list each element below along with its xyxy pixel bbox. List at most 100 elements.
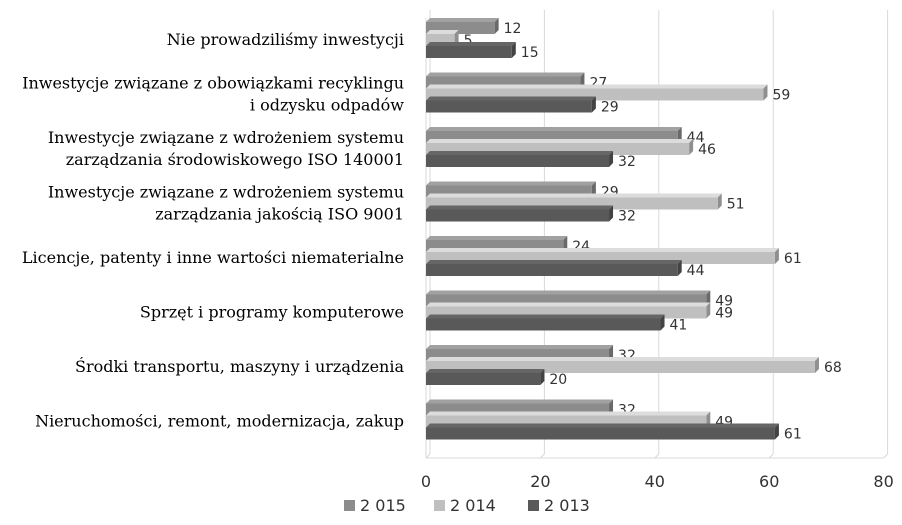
x-tick-label: 60: [759, 472, 779, 491]
data-label: 32: [618, 209, 636, 225]
bars: 1251527592944463229513224614449494132682…: [426, 18, 842, 443]
bar-side-face: [774, 423, 779, 440]
bar-side-face: [591, 96, 596, 113]
data-label: 46: [698, 142, 716, 158]
bar-top-face: [426, 18, 499, 22]
category-label-line: zarządzania jakością ISO 9001: [155, 205, 404, 224]
legend: 2 015 2 014 2 013: [344, 496, 590, 515]
x-tick-label: 40: [645, 472, 665, 491]
bar-top-face: [426, 302, 711, 307]
data-label: 12: [504, 21, 522, 37]
bar-side-face: [511, 42, 516, 58]
bar-top-face: [426, 139, 694, 143]
bar-top-face: [426, 345, 614, 349]
x-tick-label: 0: [421, 472, 431, 491]
category-label: Inwestycje związane z obowiązkami recykl…: [22, 74, 404, 115]
bar-side-face: [609, 205, 614, 222]
bar-top-face: [426, 127, 682, 131]
data-label: 32: [618, 154, 636, 170]
data-label: 5: [464, 33, 473, 49]
bar: [426, 260, 682, 276]
gridline-floor: [883, 453, 888, 459]
bar: [426, 151, 614, 167]
x-tick-label: 80: [873, 472, 893, 491]
bar-side-face: [814, 357, 819, 373]
bar-top-face: [426, 151, 614, 155]
bar-side-face: [609, 151, 614, 167]
data-label: 49: [715, 294, 733, 310]
bar: [426, 369, 545, 385]
legend-swatch: [528, 500, 539, 511]
bar-front-face: [426, 427, 775, 440]
bar-top-face: [426, 290, 711, 295]
bar-top-face: [426, 411, 711, 416]
category-label-line: Nieruchomości, remont, modernizacja, zak…: [35, 412, 404, 431]
gridline-floor: [540, 453, 545, 459]
bar-top-face: [426, 181, 596, 186]
bar-front-face: [426, 318, 661, 331]
data-label: 15: [521, 45, 539, 61]
category-label-line: Sprzęt i programy komputerowe: [140, 303, 404, 322]
bar-top-face: [426, 357, 819, 361]
data-label: 49: [715, 306, 733, 322]
category-label-line: i odzysku odpadów: [250, 96, 404, 115]
data-label: 61: [784, 427, 802, 443]
category-label: Inwestycje związane z wdrożeniem systemu…: [48, 128, 404, 169]
bar-side-face: [677, 260, 682, 276]
bar-top-face: [426, 260, 682, 264]
bar: [426, 42, 516, 58]
bar-front-face: [426, 209, 610, 222]
bar-side-face: [540, 369, 545, 385]
legend-label: 2 014: [450, 496, 496, 515]
data-label: 41: [670, 318, 688, 334]
data-label: 51: [727, 197, 745, 213]
bar-front-face: [426, 46, 512, 58]
data-label: 61: [784, 251, 802, 267]
category-label: Nieruchomości, remont, modernizacja, zak…: [35, 412, 404, 431]
category-label-line: Inwestycje związane z wdrożeniem systemu: [48, 128, 404, 147]
bar: [426, 423, 779, 440]
category-labels: Nie prowadziliśmy inwestycji Inwestycje z…: [22, 30, 405, 431]
bar-side-face: [494, 18, 499, 34]
legend-label: 2 015: [360, 496, 406, 515]
bar-top-face: [426, 205, 614, 210]
bar-top-face: [426, 423, 779, 428]
bar-side-face: [717, 193, 722, 210]
bar-side-face: [660, 314, 665, 331]
category-label-line: Środki transportu, maszyny i urządzenia: [75, 356, 404, 376]
bar-top-face: [426, 84, 768, 89]
legend-label: 2 013: [544, 496, 590, 515]
bar-top-face: [426, 96, 596, 101]
bar-top-face: [426, 72, 585, 77]
data-label: 68: [824, 360, 842, 376]
bar-front-face: [426, 155, 610, 167]
data-label: 29: [601, 100, 619, 116]
category-label: Środki transportu, maszyny i urządzenia: [75, 356, 404, 376]
legend-swatch: [344, 500, 355, 511]
bar-top-face: [426, 399, 614, 404]
x-axis-tick-labels: 0 20 40 60 80: [421, 472, 894, 491]
bar-top-face: [426, 248, 779, 252]
category-label-line: Inwestycje związane z obowiązkami recykl…: [22, 74, 404, 93]
bar-front-face: [426, 264, 678, 276]
x-tick-label: 20: [530, 472, 550, 491]
category-label-line: Inwestycje związane z wdrożeniem systemu: [48, 183, 404, 202]
gridline-floor: [425, 453, 431, 459]
bar-top-face: [426, 30, 459, 34]
category-label: Nie prowadziliśmy inwestycji: [167, 30, 404, 49]
data-label: 44: [687, 263, 705, 279]
bar-side-face: [689, 139, 694, 155]
category-label: Inwestycje związane z wdrożeniem systemu…: [48, 183, 404, 224]
category-label-line: Licencje, patenty i inne wartości niemat…: [22, 248, 404, 267]
bar-front-face: [426, 100, 592, 113]
gridline-floor: [654, 453, 660, 459]
bar-side-face: [774, 248, 779, 264]
gridline-floor: [768, 453, 774, 459]
bar: [426, 96, 596, 113]
category-label: Sprzęt i programy komputerowe: [140, 303, 404, 322]
bar-top-face: [426, 314, 665, 319]
bar-top-face: [426, 369, 545, 373]
bar-top-face: [426, 236, 568, 240]
category-label-line: Nie prowadziliśmy inwestycji: [167, 30, 404, 49]
